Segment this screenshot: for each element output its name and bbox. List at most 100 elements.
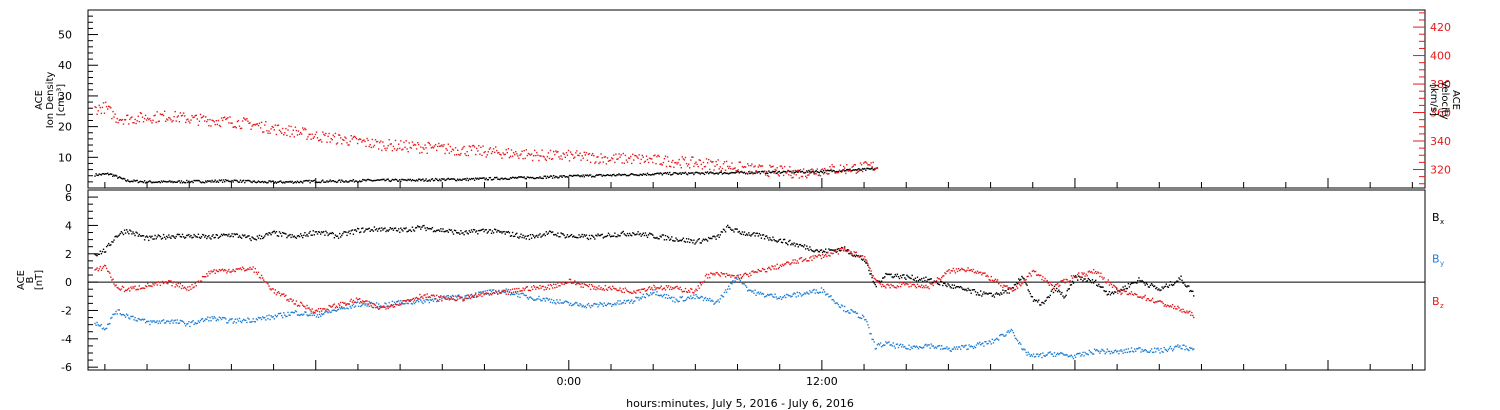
data-point: [274, 124, 276, 126]
data-point: [463, 234, 465, 236]
data-point: [705, 299, 708, 302]
data-point: [732, 168, 734, 170]
data-point: [160, 320, 163, 322]
data-point: [498, 290, 500, 293]
data-point: [162, 114, 165, 117]
data-point: [758, 164, 760, 166]
data-point: [278, 292, 281, 294]
data-point: [888, 273, 890, 275]
data-point: [834, 249, 836, 251]
data-point: [1106, 348, 1108, 350]
data-point: [743, 231, 746, 233]
data-point: [502, 289, 504, 292]
data-point: [755, 232, 757, 235]
data-point: [303, 305, 305, 307]
data-point: [144, 236, 147, 238]
data-point: [345, 180, 347, 182]
data-point: [1043, 279, 1045, 282]
data-point: [492, 178, 495, 180]
data-point: [971, 270, 973, 272]
data-point: [868, 168, 870, 170]
data-point: [626, 232, 629, 235]
data-point: [422, 147, 424, 149]
data-point: [1159, 352, 1161, 354]
data-point: [287, 235, 289, 237]
data-point: [943, 347, 945, 350]
data-point: [394, 139, 397, 142]
data-point: [733, 167, 735, 170]
data-point: [197, 233, 200, 235]
data-point: [962, 268, 964, 271]
data-point: [240, 321, 243, 324]
data-point: [263, 181, 265, 184]
data-point: [703, 239, 706, 241]
data-point: [114, 113, 116, 115]
data-point: [525, 238, 527, 240]
data-point: [819, 249, 822, 251]
data-point: [787, 294, 789, 296]
data-point: [791, 242, 793, 245]
data-point: [157, 322, 159, 325]
data-point: [516, 292, 518, 295]
data-point: [323, 230, 325, 233]
data-point: [137, 317, 139, 320]
data-point: [588, 234, 591, 237]
data-point: [423, 224, 425, 227]
data-point: [589, 237, 592, 240]
data-point: [630, 234, 632, 236]
data-point: [255, 239, 258, 241]
data-point: [564, 176, 566, 178]
data-point: [515, 176, 517, 179]
data-point: [214, 272, 216, 274]
data-point: [618, 303, 620, 305]
data-point: [507, 230, 510, 233]
data-point: [770, 172, 772, 174]
data-point: [586, 284, 589, 287]
data-point: [326, 308, 328, 310]
data-point: [927, 278, 929, 281]
data-point: [312, 312, 314, 315]
data-point: [427, 228, 429, 230]
data-point: [585, 234, 588, 236]
data-point: [643, 173, 646, 176]
data-point: [1054, 355, 1057, 357]
data-point: [427, 141, 429, 144]
data-point: [426, 293, 428, 295]
data-point: [720, 169, 722, 172]
data-point: [156, 284, 158, 286]
data-point: [793, 172, 795, 174]
data-point: [1136, 348, 1138, 350]
data-point: [533, 235, 535, 237]
data-point: [674, 301, 676, 303]
data-point: [810, 291, 812, 294]
data-point: [219, 180, 222, 182]
data-point: [609, 159, 612, 161]
data-point: [378, 179, 380, 181]
data-point: [778, 297, 780, 300]
data-point: [290, 298, 292, 300]
data-point: [1006, 331, 1008, 333]
data-point: [285, 233, 287, 235]
data-point: [355, 180, 358, 182]
data-point: [1106, 281, 1108, 283]
data-point: [661, 164, 663, 166]
data-point: [596, 286, 598, 289]
data-point: [1086, 353, 1088, 355]
b-axis-label-line: B: [25, 276, 36, 283]
data-point: [799, 257, 802, 259]
data-point: [810, 171, 812, 174]
data-point: [524, 157, 526, 160]
data-point: [689, 241, 691, 244]
data-point: [837, 247, 840, 250]
data-point: [563, 234, 565, 237]
data-point: [500, 154, 502, 156]
data-point: [588, 152, 591, 155]
data-point: [119, 176, 121, 178]
data-point: [875, 285, 877, 288]
data-point: [890, 283, 892, 286]
data-point: [526, 154, 528, 157]
data-point: [658, 155, 660, 158]
data-point: [482, 291, 484, 293]
density-tick-label: 0: [65, 182, 72, 195]
data-point: [918, 285, 921, 287]
